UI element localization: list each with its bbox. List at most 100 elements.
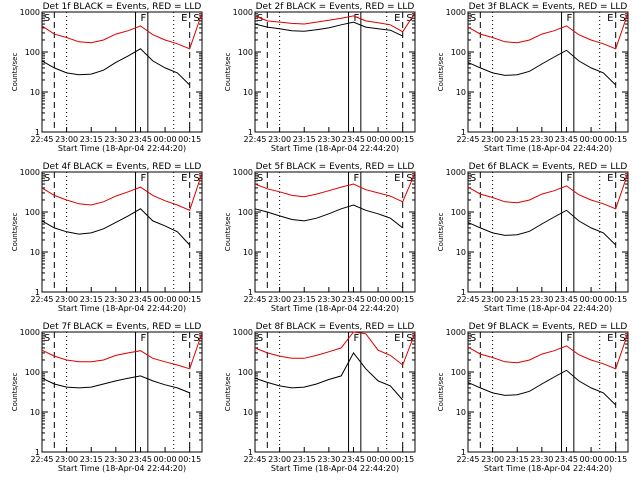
x-axis-label: Start Time (18-Apr-04 22:44:20) (58, 464, 186, 473)
event-marker-label: S (470, 173, 476, 184)
chart-panel: Det 7f BLACK = Events, RED = LLD 1 10 100 10… (11, 322, 203, 473)
y-tick-label: 1 (461, 288, 466, 297)
x-tick-label: 23:45 (129, 295, 152, 304)
chart-panel: Det 4f BLACK = Events, RED = LLD 1 10 100 10… (11, 162, 203, 313)
x-tick-label: 23:00 (55, 455, 78, 464)
y-tick-label: 100 (25, 48, 40, 57)
x-tick-label: 00:15 (391, 135, 414, 144)
series-line-lld (467, 172, 629, 210)
series-line-events (467, 49, 617, 86)
event-marker-label: E (607, 333, 613, 344)
series-line-lld (467, 12, 629, 50)
event-marker-label: E (181, 13, 187, 24)
event-marker-label: F (140, 333, 146, 344)
x-tick-label: 23:15 (293, 295, 316, 304)
y-tick-label: 1 (461, 448, 466, 457)
chart-title: Det 5f BLACK = Events, RED = LLD (256, 162, 415, 172)
y-tick-label: 1 (248, 448, 253, 457)
x-axis-label: Start Time (18-Apr-04 22:44:20) (58, 304, 186, 313)
y-axis-label: Counts/sec (437, 213, 445, 252)
y-tick-label: 1 (35, 288, 40, 297)
y-tick-label: 1000 (233, 8, 253, 17)
plot-frame (467, 11, 629, 133)
x-tick-label: 00:00 (154, 135, 177, 144)
y-tick-label: 1000 (233, 168, 253, 177)
x-tick-label: 23:45 (129, 455, 152, 464)
chart-panel: Det 6f BLACK = Events, RED = LLD 1 10 100 10… (437, 162, 629, 313)
x-tick-label: 23:45 (342, 295, 365, 304)
x-tick-label: 00:15 (391, 455, 414, 464)
chart-panel: Det 2f BLACK = Events, RED = LLD 1 10 100 10… (224, 2, 416, 153)
y-tick-label: 10 (456, 88, 466, 97)
series-line-events (467, 369, 617, 406)
event-marker-label: S (619, 333, 625, 344)
x-tick-label: 00:00 (154, 455, 177, 464)
x-tick-label: 00:00 (367, 135, 390, 144)
event-marker-label: S (470, 333, 476, 344)
x-tick-label: 23:15 (506, 455, 529, 464)
y-tick-label: 10 (30, 248, 40, 257)
x-tick-label: 23:00 (55, 295, 78, 304)
x-tick-label: 23:15 (80, 295, 103, 304)
series-line-lld (41, 12, 203, 50)
chart-panel: Det 8f BLACK = Events, RED = LLD 1 10 100 10… (224, 322, 416, 473)
series-line-lld (254, 331, 416, 366)
x-axis-label: Start Time (18-Apr-04 22:44:20) (271, 304, 399, 313)
event-marker-label: S (257, 13, 263, 24)
y-tick-label: 1 (248, 128, 253, 137)
y-tick-label: 10 (243, 88, 253, 97)
y-axis-label: Counts/sec (11, 373, 19, 412)
y-axis-label: Counts/sec (11, 213, 19, 252)
plot-frame (254, 331, 416, 453)
y-tick-label: 10 (243, 408, 253, 417)
x-tick-label: 23:15 (506, 135, 529, 144)
x-tick-label: 00:00 (580, 295, 603, 304)
event-marker-label: S (470, 13, 476, 24)
plot-frame (41, 331, 203, 453)
series-line-lld (254, 12, 416, 33)
x-tick-label: 23:45 (342, 455, 365, 464)
x-tick-label: 23:00 (268, 455, 291, 464)
x-tick-label: 00:00 (154, 295, 177, 304)
event-marker-label: E (181, 333, 187, 344)
event-marker-label: S (193, 173, 199, 184)
x-tick-label: 00:15 (178, 455, 201, 464)
event-marker-label: E (394, 173, 400, 184)
event-marker-label: S (44, 13, 50, 24)
x-tick-label: 23:30 (104, 135, 127, 144)
event-marker-label: F (566, 173, 572, 184)
y-axis-label: Counts/sec (437, 373, 445, 412)
x-tick-label: 23:30 (317, 295, 340, 304)
event-marker-label: F (140, 13, 146, 24)
x-tick-label: 23:15 (80, 455, 103, 464)
x-tick-label: 00:15 (604, 295, 627, 304)
event-marker-label: E (607, 173, 613, 184)
x-tick-label: 22:45 (30, 455, 53, 464)
x-tick-label: 22:45 (30, 135, 53, 144)
y-tick-label: 1 (461, 128, 466, 137)
plot-frame (254, 171, 416, 293)
x-tick-label: 23:15 (293, 135, 316, 144)
x-tick-label: 00:15 (604, 455, 627, 464)
x-tick-label: 00:00 (580, 455, 603, 464)
y-tick-label: 100 (451, 208, 466, 217)
event-marker-label: E (394, 13, 400, 24)
y-tick-label: 100 (238, 208, 253, 217)
y-axis-label: Counts/sec (11, 53, 19, 92)
event-marker-label: S (406, 173, 412, 184)
plot-frame (254, 11, 416, 133)
x-axis-label: Start Time (18-Apr-04 22:44:20) (271, 144, 399, 153)
y-tick-label: 100 (238, 368, 253, 377)
y-axis-label: Counts/sec (224, 213, 232, 252)
x-axis-label: Start Time (18-Apr-04 22:44:20) (484, 304, 612, 313)
chart-panel: Det 9f BLACK = Events, RED = LLD 1 10 100 10… (437, 322, 629, 473)
x-tick-label: 22:45 (456, 455, 479, 464)
x-tick-label: 22:45 (456, 135, 479, 144)
chart-title: Det 7f BLACK = Events, RED = LLD (43, 322, 202, 332)
event-marker-label: E (181, 173, 187, 184)
event-marker-label: F (566, 333, 572, 344)
event-marker-label: S (257, 333, 263, 344)
y-tick-label: 1000 (20, 8, 40, 17)
y-tick-label: 1000 (233, 328, 253, 337)
